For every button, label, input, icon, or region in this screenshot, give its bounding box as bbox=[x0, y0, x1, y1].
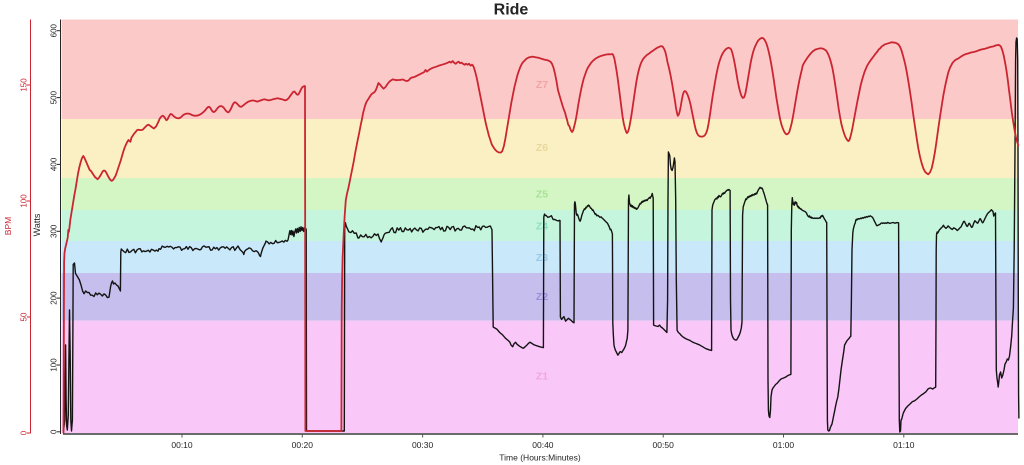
svg-text:150: 150 bbox=[20, 78, 29, 92]
svg-text:01:00: 01:00 bbox=[773, 440, 795, 450]
svg-text:00:10: 00:10 bbox=[171, 440, 193, 450]
svg-text:Z4: Z4 bbox=[536, 221, 548, 233]
svg-text:500: 500 bbox=[50, 90, 59, 104]
svg-text:00:20: 00:20 bbox=[292, 440, 314, 450]
svg-text:Ride: Ride bbox=[494, 2, 529, 19]
svg-text:Watts: Watts bbox=[32, 213, 42, 236]
svg-text:Z2: Z2 bbox=[536, 291, 548, 303]
svg-text:0: 0 bbox=[20, 430, 29, 435]
svg-text:BPM: BPM bbox=[3, 217, 13, 235]
svg-text:Z5: Z5 bbox=[536, 189, 548, 201]
svg-text:01:10: 01:10 bbox=[893, 440, 915, 450]
svg-text:00:50: 00:50 bbox=[653, 440, 675, 450]
svg-text:Z6: Z6 bbox=[536, 142, 548, 154]
svg-text:300: 300 bbox=[50, 224, 59, 238]
svg-text:100: 100 bbox=[50, 358, 59, 372]
svg-text:00:40: 00:40 bbox=[532, 440, 554, 450]
svg-text:Z7: Z7 bbox=[536, 79, 548, 91]
svg-text:Time (Hours:Minutes): Time (Hours:Minutes) bbox=[499, 453, 581, 463]
svg-text:200: 200 bbox=[50, 291, 59, 305]
svg-text:50: 50 bbox=[20, 312, 29, 321]
svg-text:100: 100 bbox=[20, 194, 29, 208]
svg-text:600: 600 bbox=[50, 23, 59, 37]
svg-text:Z3: Z3 bbox=[536, 252, 548, 264]
svg-text:Z1: Z1 bbox=[536, 371, 548, 383]
svg-text:00:30: 00:30 bbox=[412, 440, 434, 450]
svg-text:0: 0 bbox=[50, 429, 59, 434]
svg-text:400: 400 bbox=[50, 157, 59, 171]
